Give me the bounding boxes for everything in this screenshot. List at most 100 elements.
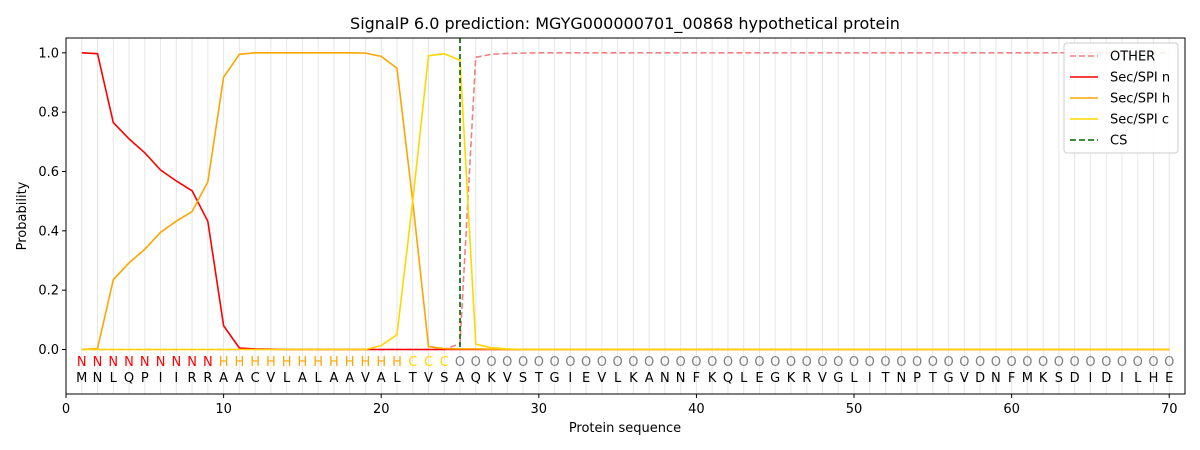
residue-label: L <box>614 371 622 386</box>
series-line-sec-spi-n <box>81 52 1170 351</box>
residue-label: N <box>991 371 1001 386</box>
residue-label: K <box>487 371 496 386</box>
legend-label: Sec/SPI n <box>1110 71 1170 86</box>
region-label: N <box>124 355 134 370</box>
series-line-sec-spi-h <box>81 52 1170 351</box>
region-label: O <box>896 355 906 370</box>
residue-label: K <box>1039 371 1048 386</box>
residue-label: T <box>881 371 890 386</box>
region-label: O <box>1070 355 1080 370</box>
region-label: O <box>518 355 528 370</box>
region-label: O <box>1148 355 1158 370</box>
legend-box <box>1063 42 1179 154</box>
residue-label: L <box>850 371 858 386</box>
residue-label: K <box>787 371 796 386</box>
residue-label: I <box>1089 371 1093 386</box>
region-label: O <box>1038 355 1048 370</box>
residue-label: A <box>456 371 465 386</box>
legend-label: CS <box>1110 134 1127 149</box>
region-label: O <box>865 355 875 370</box>
region-label: O <box>565 355 575 370</box>
region-label: O <box>833 355 843 370</box>
x-tick-label: 40 <box>688 402 705 417</box>
residue-label: T <box>408 371 417 386</box>
residue-label: V <box>361 371 370 386</box>
legend-label: Sec/SPI c <box>1110 113 1169 128</box>
residue-label: K <box>629 371 638 386</box>
residue-label: R <box>188 371 197 386</box>
residue-label: D <box>975 371 985 386</box>
residue-label: A <box>645 371 654 386</box>
residue-label: R <box>203 371 212 386</box>
residue-label: R <box>802 371 811 386</box>
residue-label: L <box>315 371 323 386</box>
region-label: H <box>392 355 402 370</box>
region-label: H <box>250 355 260 370</box>
region-label: N <box>108 355 118 370</box>
y-tick-label: 0.2 <box>38 284 59 299</box>
region-label: O <box>471 355 481 370</box>
residue-label: G <box>550 371 560 386</box>
residue-label: F <box>1008 371 1015 386</box>
residue-label: G <box>833 371 843 386</box>
x-tick-label: 0 <box>62 402 70 417</box>
region-label: O <box>991 355 1001 370</box>
residue-label: A <box>329 371 338 386</box>
residue-label: N <box>896 371 906 386</box>
region-label: O <box>455 355 465 370</box>
region-label: O <box>975 355 985 370</box>
residue-label: M <box>76 371 87 386</box>
x-tick-label: 10 <box>215 402 232 417</box>
residue-label: L <box>1134 371 1142 386</box>
region-label: H <box>219 355 229 370</box>
residue-label: F <box>693 371 700 386</box>
region-label: O <box>1164 355 1174 370</box>
residue-label: V <box>503 371 512 386</box>
x-tick-label: 20 <box>373 402 390 417</box>
x-tick-label: 30 <box>531 402 548 417</box>
residue-label: M <box>1022 371 1033 386</box>
region-label: O <box>880 355 890 370</box>
residue-label: I <box>1120 371 1124 386</box>
region-label: C <box>408 355 417 370</box>
residue-label: T <box>534 371 543 386</box>
region-label: O <box>486 355 496 370</box>
residue-label: S <box>1055 371 1063 386</box>
region-label: O <box>1022 355 1032 370</box>
plot-frame <box>65 37 1186 395</box>
residue-label: D <box>1101 371 1111 386</box>
region-label: O <box>912 355 922 370</box>
region-label: O <box>1101 355 1111 370</box>
x-axis-title: Protein sequence <box>569 421 681 436</box>
y-tick-label: 0.8 <box>38 106 59 121</box>
region-label: N <box>77 355 87 370</box>
residue-label: V <box>597 371 606 386</box>
series-line-other <box>81 52 1170 351</box>
legend-label: OTHER <box>1110 50 1155 65</box>
region-label: H <box>282 355 292 370</box>
region-label: H <box>329 355 339 370</box>
residue-label: I <box>568 371 572 386</box>
residue-label: D <box>1070 371 1080 386</box>
region-label: C <box>424 355 433 370</box>
region-label: O <box>770 355 780 370</box>
region-label: O <box>707 355 717 370</box>
residue-label: H <box>1149 371 1159 386</box>
region-label: O <box>1085 355 1095 370</box>
residue-label: Q <box>723 371 733 386</box>
residue-label: G <box>770 371 780 386</box>
residue-label: V <box>960 371 969 386</box>
region-label: O <box>676 355 686 370</box>
residue-label: C <box>251 371 260 386</box>
y-tick-label: 1.0 <box>38 46 59 61</box>
axis-ticks: 0 10 20 30 40 50 60 70 0.0 0.2 0.4 0.6 0.8 1.0 <box>38 46 1177 417</box>
y-tick-label: 0.6 <box>38 165 59 180</box>
region-label: O <box>581 355 591 370</box>
residue-label: L <box>393 371 401 386</box>
region-label: N <box>156 355 166 370</box>
residue-label: A <box>377 371 386 386</box>
residue-label: S <box>440 371 448 386</box>
region-label: O <box>739 355 749 370</box>
residue-label: E <box>755 371 763 386</box>
residue-label: L <box>740 371 748 386</box>
